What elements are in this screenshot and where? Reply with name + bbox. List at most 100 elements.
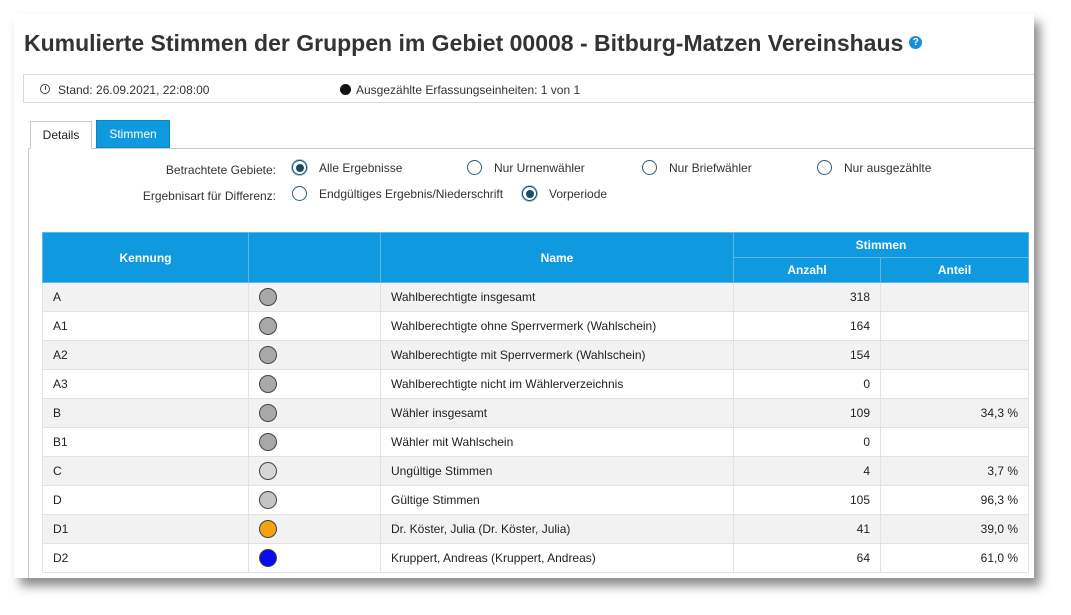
table-row[interactable]: B1 Wähler mit Wahlschein 0 <box>42 427 1029 457</box>
cell-anzahl: 105 <box>733 485 881 515</box>
cell-color <box>248 456 381 486</box>
cell-anzahl: 109 <box>733 398 881 428</box>
cell-anzahl: 318 <box>733 282 881 312</box>
cell-name: Wahlberechtigte mit Sperrvermerk (Wahlsc… <box>380 340 734 370</box>
table-row[interactable]: D1 Dr. Köster, Julia (Dr. Köster, Julia) 4… <box>42 514 1029 544</box>
cell-anteil: 96,3 % <box>880 485 1029 515</box>
cell-anteil: 3,7 % <box>880 456 1029 486</box>
cell-color <box>248 427 381 457</box>
radio-label: Nur ausgezählte <box>844 161 932 175</box>
cell-anzahl: 154 <box>733 340 881 370</box>
radio-label: Vorperiode <box>549 187 608 201</box>
cell-anzahl: 0 <box>733 427 881 457</box>
radio-unchecked-icon <box>817 160 832 176</box>
cell-anzahl: 0 <box>733 369 881 399</box>
cell-name: Ungültige Stimmen <box>380 456 734 486</box>
radio-checked-icon <box>522 186 537 202</box>
cell-color <box>248 543 381 573</box>
cell-kennung: A1 <box>42 311 249 341</box>
cell-color <box>248 485 381 515</box>
radio-alle-ergebnisse[interactable]: Alle Ergebnisse <box>292 160 403 176</box>
cell-anzahl: 164 <box>733 311 881 341</box>
results-table-body: A Wahlberechtigte insgesamt 318 A1 Wahlberec… <box>42 282 1029 573</box>
radio-label: Nur Briefwähler <box>669 161 752 175</box>
radio-unchecked-icon <box>642 160 657 176</box>
cell-name: Wähler mit Wahlschein <box>380 427 734 457</box>
status-dot-icon <box>340 84 351 95</box>
cell-name: Kruppert, Andreas (Kruppert, Andreas) <box>380 543 734 573</box>
col-header-anteil[interactable]: Anteil <box>880 257 1029 283</box>
radio-vorperiode[interactable]: Vorperiode <box>522 186 608 202</box>
cell-name: Dr. Köster, Julia (Dr. Köster, Julia) <box>380 514 734 544</box>
table-row[interactable]: A Wahlberechtigte insgesamt 318 <box>42 282 1029 312</box>
cell-color <box>248 311 381 341</box>
tab-details[interactable]: Details <box>30 121 92 149</box>
page-title: Kumulierte Stimmen der Gruppen im Gebiet… <box>24 30 923 57</box>
col-header-name[interactable]: Name <box>380 232 734 283</box>
cell-name: Wahlberechtigte ohne Sperrvermerk (Wahls… <box>380 311 734 341</box>
details-panel <box>28 148 1034 578</box>
cell-anteil: 34,3 % <box>880 398 1029 428</box>
radio-checked-icon <box>292 160 307 176</box>
color-dot-icon <box>259 462 277 480</box>
table-row[interactable]: D2 Kruppert, Andreas (Kruppert, Andreas) 6… <box>42 543 1029 573</box>
cell-kennung: D2 <box>42 543 249 573</box>
radio-nur-urnenwaehler[interactable]: Nur Urnenwähler <box>467 160 585 176</box>
cell-name: Wähler insgesamt <box>380 398 734 428</box>
gebiete-label: Betrachtete Gebiete: <box>165 163 276 177</box>
col-header-color <box>248 232 381 283</box>
cell-color <box>248 398 381 428</box>
status-stand-text: Stand: 26.09.2021, 22:08:00 <box>58 83 210 97</box>
cell-anzahl: 4 <box>733 456 881 486</box>
help-icon[interactable]: ? <box>909 36 923 50</box>
radio-nur-ausgezaehlte[interactable]: Nur ausgezählte <box>817 160 932 176</box>
cell-kennung: A <box>42 282 249 312</box>
cell-kennung: B1 <box>42 427 249 457</box>
table-row[interactable]: A3 Wahlberechtigte nicht im Wählerverzeic… <box>42 369 1029 399</box>
radio-endgueltiges-ergebnis[interactable]: Endgültiges Ergebnis/Niederschrift <box>292 186 503 202</box>
cell-kennung: A2 <box>42 340 249 370</box>
color-dot-icon <box>259 346 277 364</box>
cell-anteil: 61,0 % <box>880 543 1029 573</box>
page-title-text: Kumulierte Stimmen der Gruppen im Gebiet… <box>24 30 904 56</box>
color-dot-icon <box>259 375 277 393</box>
cell-anteil: 39,0 % <box>880 514 1029 544</box>
tab-stimmen[interactable]: Stimmen <box>96 120 170 148</box>
col-header-anzahl[interactable]: Anzahl <box>733 257 881 283</box>
table-row[interactable]: B Wähler insgesamt 109 34,3 % <box>42 398 1029 428</box>
radio-nur-briefwaehler[interactable]: Nur Briefwähler <box>642 160 752 176</box>
cell-color <box>248 369 381 399</box>
cell-name: Wahlberechtigte nicht im Wählerverzeichn… <box>380 369 734 399</box>
cell-color <box>248 282 381 312</box>
cell-anteil <box>880 369 1029 399</box>
cell-anteil <box>880 340 1029 370</box>
cell-kennung: C <box>42 456 249 486</box>
cell-anzahl: 41 <box>733 514 881 544</box>
cell-kennung: D1 <box>42 514 249 544</box>
differenz-label: Ergebnisart für Differenz: <box>142 189 276 203</box>
results-table: Kennung Name Stimmen Anzahl Anteil A Wahl… <box>42 232 1029 573</box>
cell-kennung: B <box>42 398 249 428</box>
table-row[interactable]: C Ungültige Stimmen 4 3,7 % <box>42 456 1029 486</box>
clock-icon <box>40 84 50 94</box>
cell-anteil <box>880 311 1029 341</box>
color-dot-icon <box>259 288 277 306</box>
status-ausgezaehlt: Ausgezählte Erfassungseinheiten: 1 von 1 <box>340 83 580 97</box>
radio-unchecked-icon <box>292 186 307 202</box>
cell-kennung: D <box>42 485 249 515</box>
result-card: Kumulierte Stimmen der Gruppen im Gebiet… <box>14 14 1034 578</box>
table-row[interactable]: A2 Wahlberechtigte mit Sperrvermerk (Wahl… <box>42 340 1029 370</box>
color-dot-icon <box>259 491 277 509</box>
radio-label: Alle Ergebnisse <box>319 161 403 175</box>
cell-anteil <box>880 427 1029 457</box>
table-row[interactable]: A1 Wahlberechtigte ohne Sperrvermerk (Wah… <box>42 311 1029 341</box>
status-bar: Stand: 26.09.2021, 22:08:00 Ausgezählte … <box>23 74 1034 103</box>
status-stand: Stand: 26.09.2021, 22:08:00 <box>40 83 209 97</box>
col-header-kennung[interactable]: Kennung <box>42 232 249 283</box>
cell-color <box>248 514 381 544</box>
cell-name: Wahlberechtigte insgesamt <box>380 282 734 312</box>
color-dot-icon <box>259 549 277 567</box>
cell-anzahl: 64 <box>733 543 881 573</box>
table-row[interactable]: D Gültige Stimmen 105 96,3 % <box>42 485 1029 515</box>
radio-unchecked-icon <box>467 160 482 176</box>
